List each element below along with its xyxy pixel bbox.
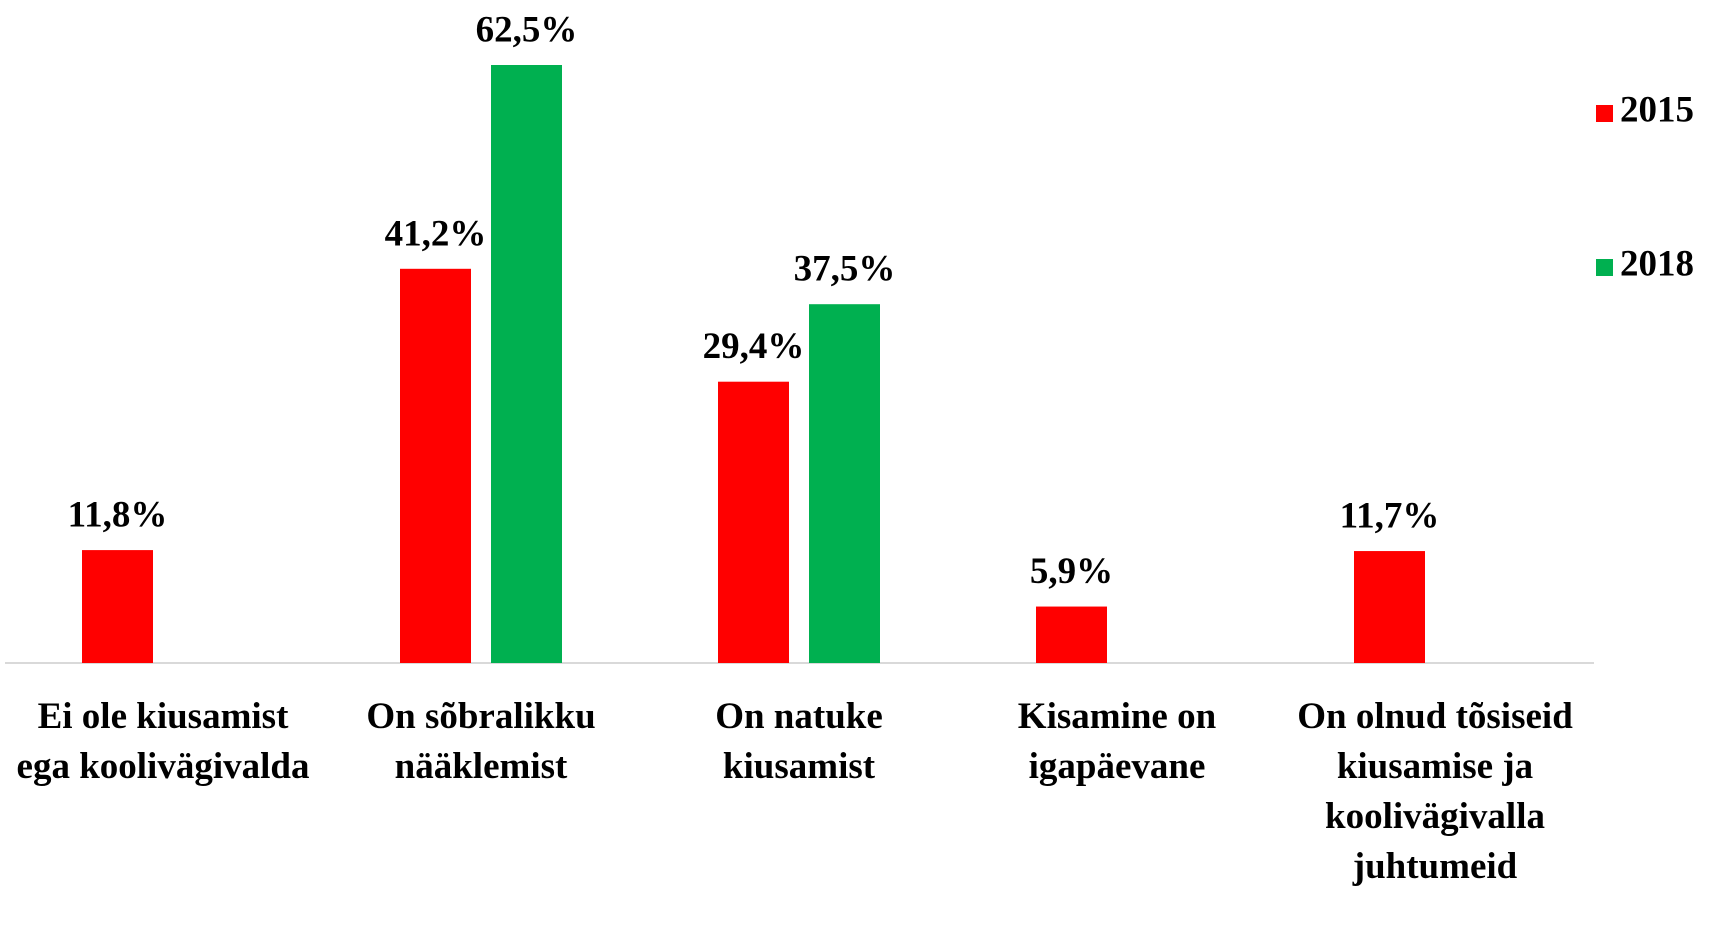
- bar: [400, 268, 471, 663]
- value-label: 29,4%: [703, 326, 805, 367]
- bar: [809, 304, 880, 663]
- value-label: 62,5%: [476, 9, 578, 50]
- legend-swatch: [1596, 259, 1613, 276]
- value-label: 37,5%: [794, 249, 896, 290]
- value-label: 41,2%: [385, 213, 487, 254]
- x-tick-label: Kisamine on igapäevane: [1017, 696, 1217, 787]
- bar: [1036, 606, 1107, 663]
- x-tick-label: On olnud tõsiseid kiusamise ja koolivägi…: [1297, 696, 1573, 887]
- bar: [718, 381, 789, 663]
- bar: [491, 65, 562, 663]
- legend-label: 2015: [1620, 89, 1694, 130]
- legend-swatch: [1596, 105, 1613, 122]
- value-label: 5,9%: [1030, 551, 1113, 592]
- x-tick-label: On sõbralikku nääklemist: [366, 696, 596, 787]
- legend-label: 2018: [1620, 243, 1694, 284]
- x-tick-label: On natuke kiusamist: [715, 696, 883, 787]
- bar: [1354, 551, 1425, 663]
- value-label: 11,7%: [1340, 496, 1440, 537]
- value-label: 11,8%: [68, 495, 168, 536]
- x-tick-label: Ei ole kiusamist ega koolivägivalda: [16, 696, 310, 787]
- bar: [82, 550, 153, 663]
